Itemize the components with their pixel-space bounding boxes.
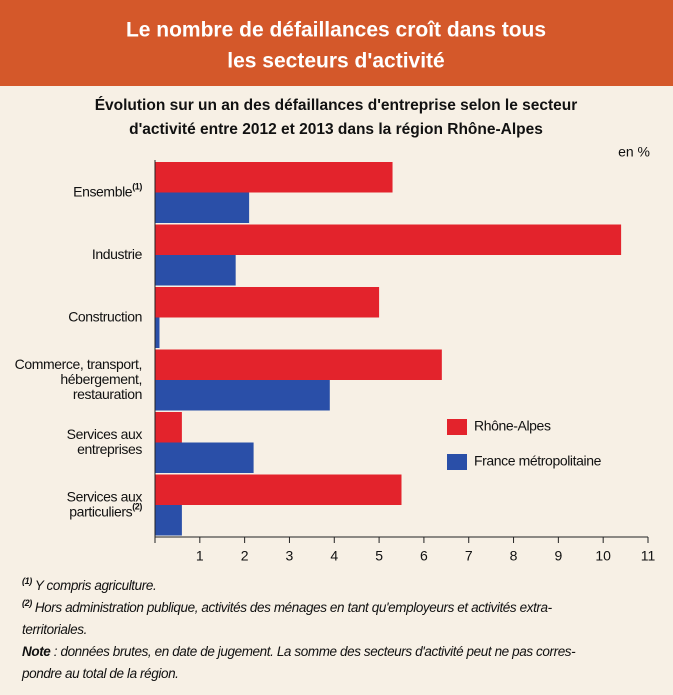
category-label: particuliers(2) [69,502,142,519]
category-label: Ensemble(1) [73,182,142,199]
category-label-text: Industrie [92,246,143,262]
x-tick-label: 11 [641,548,656,564]
subtitle: Évolution sur un an des défaillances d'e… [95,97,578,114]
x-tick-label: 8 [510,548,518,564]
x-tick-label: 1 [196,548,204,564]
title: les secteurs d'activité [227,50,444,73]
header-band [0,0,673,86]
legend-label: Rhône-Alpes [474,418,551,434]
x-tick-label: 5 [375,548,383,564]
x-tick-label: 2 [241,548,249,564]
subtitle: d'activité entre 2012 et 2013 dans la ré… [129,121,543,138]
footnote-text: pondre au total de la région. [21,666,179,681]
category-label: Services aux [67,426,143,442]
x-tick-label: 6 [420,548,428,564]
bar [155,505,182,536]
bar [155,412,182,443]
x-tick-label: 4 [330,548,338,564]
category-label-text: Services aux [67,488,143,504]
category-label: restauration [73,386,142,402]
x-tick-label: 3 [286,548,294,564]
footnote-mark: (1) [132,182,142,192]
bar [155,224,622,255]
footnote-text: : données brutes, en date de jugement. L… [50,644,576,659]
footnote: Note : données brutes, en date de jugeme… [22,644,576,659]
category-label: hébergement, [60,371,142,387]
category-label-text: Construction [68,308,142,324]
bar [155,380,330,411]
title: Le nombre de défaillances croît dans tou… [126,19,546,42]
category-label-text: entreprises [77,441,142,457]
category-label-text: hébergement, [60,371,142,387]
footnote: (2) Hors administration publique, activit… [22,598,553,614]
footnote-mark: (2) [132,502,142,512]
category-label: entreprises [77,441,142,457]
legend-swatch [447,419,467,435]
category-label: Industrie [92,246,143,262]
category-label: Services aux [67,488,143,504]
footnote-text: territoriales. [22,622,87,637]
category-label-text: restauration [73,386,142,402]
footnote-mark: Note [22,644,51,659]
bar [155,349,442,380]
legend-swatch [447,454,467,470]
category-label-text: Services aux [67,426,143,442]
category-label-text: particuliers [69,503,132,519]
legend-label: France métropolitaine [474,453,602,469]
category-label-text: Commerce, transport, [15,356,142,372]
footnote-text: Y compris agriculture. [35,578,157,593]
category-label-text: Ensemble [73,183,133,199]
x-tick-label: 10 [595,548,611,564]
footnote: territoriales. [22,622,87,637]
bar [155,317,160,348]
bar [155,255,236,286]
x-tick-label: 7 [465,548,473,564]
bar [155,287,380,318]
bar [155,192,250,223]
footnote: pondre au total de la région. [21,666,179,681]
footnote-text: Hors administration publique, activités … [35,600,553,615]
bar [155,162,393,193]
category-label: Commerce, transport, [15,356,142,372]
footnote-mark: (1) [22,576,32,586]
footnote: (1) Y compris agriculture. [22,576,156,592]
x-tick-label: 9 [554,548,562,564]
category-label: Construction [68,308,142,324]
unit-label: en % [618,144,650,160]
bar [155,442,254,473]
bar [155,474,402,505]
footnote-mark: (2) [22,598,32,608]
